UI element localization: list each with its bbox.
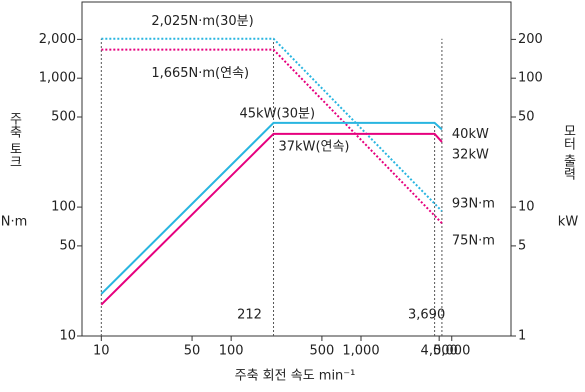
value-label: 40kW <box>452 127 489 142</box>
y-tick-label: 2,000 <box>39 32 76 47</box>
value-label: 37kW(연속) <box>279 139 350 154</box>
x-tick-label: 500 <box>309 344 334 359</box>
y2-axis-label: 모터 출력 <box>561 124 576 181</box>
y2-tick-label: 10 <box>518 200 535 215</box>
y-tick-label: 500 <box>51 109 76 124</box>
value-label: 2,025N·m(30분) <box>151 14 253 29</box>
value-label: 75N·m <box>452 234 495 249</box>
x-tick-label: 5,000 <box>433 344 470 359</box>
x-tick-label: 50 <box>184 344 201 359</box>
y2-tick-label: 5 <box>518 238 526 253</box>
x-tick-label: 4,000 <box>421 344 458 359</box>
x-tick-label: 100 <box>219 344 244 359</box>
y2-tick-label: 1 <box>518 329 526 344</box>
y2-axis-unit: kW <box>558 215 579 230</box>
y-tick-label: 10 <box>59 329 76 344</box>
y-axis-unit: N·m <box>1 215 28 230</box>
x-tick-label: 1,000 <box>342 344 379 359</box>
y2-tick-label: 50 <box>518 109 535 124</box>
value-label: 45kW(30분) <box>240 106 316 121</box>
series-line <box>101 48 443 224</box>
y-tick-label: 1,000 <box>39 71 76 86</box>
value-label: 93N·m <box>452 197 495 212</box>
x-axis-label: 주축 회전 속도 min⁻¹ <box>235 369 356 384</box>
marker-label: 3,690 <box>408 308 445 323</box>
x-tick-label: 10 <box>93 344 110 359</box>
series-line <box>100 121 443 295</box>
series-line <box>101 37 443 212</box>
y-tick-label: 50 <box>59 238 76 253</box>
plot-frame <box>81 1 512 337</box>
y2-tick-label: 200 <box>518 32 543 47</box>
y-tick-label: 100 <box>51 200 76 215</box>
series-line <box>100 132 443 306</box>
y-axis-label: 주축 토크 <box>7 112 22 168</box>
value-label: 32kW <box>452 147 489 162</box>
marker-label: 212 <box>237 308 262 323</box>
y2-tick-label: 100 <box>518 71 543 86</box>
value-label: 1,665N·m(연속) <box>151 66 249 81</box>
